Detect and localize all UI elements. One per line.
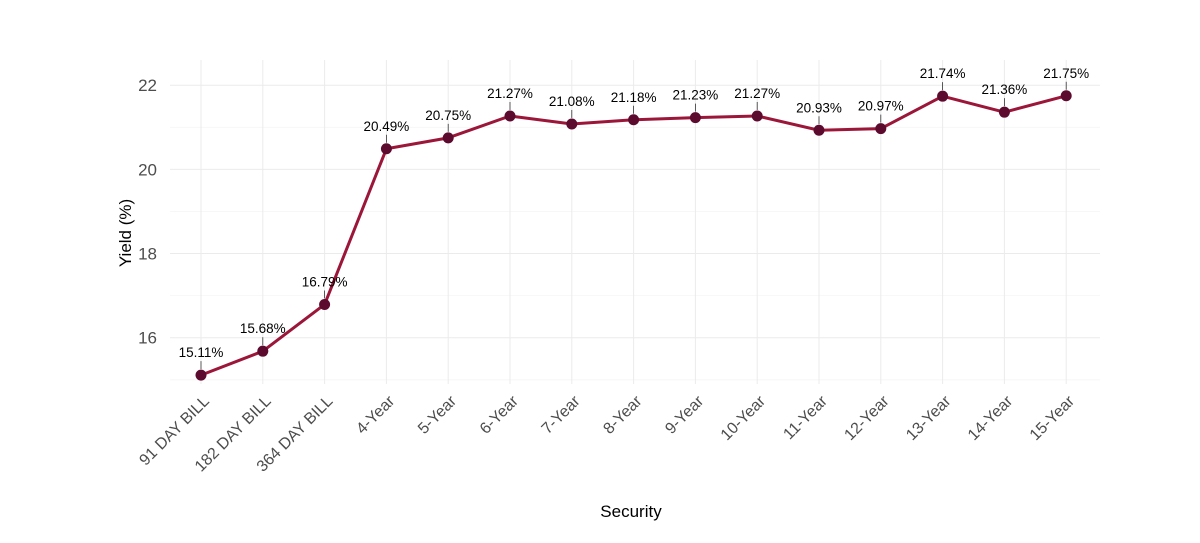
series-yield <box>195 90 1072 381</box>
data-point <box>751 110 763 122</box>
data-point <box>937 90 949 102</box>
data-labels: 15.11% 15.68% 16.79% 20.49% 20.75% 21.27% 21.0… <box>179 66 1089 370</box>
data-label: 21.36% <box>982 82 1028 97</box>
data-label: 20.93% <box>796 100 842 115</box>
x-tick-label: 7-Year <box>539 392 584 437</box>
data-point <box>813 124 825 136</box>
x-tick-label: 14-Year <box>965 392 1017 444</box>
data-point <box>875 123 887 135</box>
data-point <box>998 106 1010 118</box>
x-tick-label: 15-Year <box>1027 392 1079 444</box>
data-point <box>1060 90 1072 102</box>
data-label: 21.27% <box>734 86 780 101</box>
x-tick-label: 5-Year <box>415 392 460 437</box>
data-point <box>442 132 454 144</box>
y-axis: 16 18 20 22 <box>138 76 157 347</box>
data-label: 16.79% <box>302 274 348 289</box>
y-tick-label: 20 <box>138 160 157 179</box>
data-point <box>257 345 269 357</box>
data-label: 21.18% <box>611 90 657 105</box>
data-label: 15.11% <box>179 345 224 360</box>
data-point <box>195 369 207 381</box>
y-tick-label: 16 <box>138 329 157 348</box>
x-tick-label: 4-Year <box>353 392 398 437</box>
data-point <box>319 298 331 310</box>
x-tick-label: 11-Year <box>780 392 831 443</box>
y-tick-label: 18 <box>138 245 157 264</box>
data-point <box>566 118 578 130</box>
y-axis-title: Yield (%) <box>116 199 135 267</box>
grid <box>170 60 1100 384</box>
x-tick-label: 8-Year <box>600 392 645 437</box>
y-tick-label: 22 <box>138 76 157 95</box>
x-tick-label: 10-Year <box>718 392 770 444</box>
data-label: 21.08% <box>549 94 595 109</box>
x-tick-label: 12-Year <box>841 392 893 444</box>
data-label: 20.49% <box>364 119 410 134</box>
data-label: 21.74% <box>920 66 966 81</box>
data-label: 20.75% <box>425 108 471 123</box>
data-point <box>628 114 640 126</box>
data-point <box>504 110 516 122</box>
data-point <box>689 112 701 124</box>
data-label: 21.75% <box>1043 66 1089 81</box>
x-tick-label: 13-Year <box>903 392 955 444</box>
data-label: 21.23% <box>673 88 719 103</box>
data-label: 15.68% <box>240 321 286 336</box>
x-tick-label: 6-Year <box>477 392 522 437</box>
x-tick-label: 9-Year <box>662 392 707 437</box>
data-point <box>380 143 392 155</box>
data-label: 20.97% <box>858 99 904 114</box>
data-label: 21.27% <box>487 86 533 101</box>
x-axis-title: Security <box>600 502 662 521</box>
